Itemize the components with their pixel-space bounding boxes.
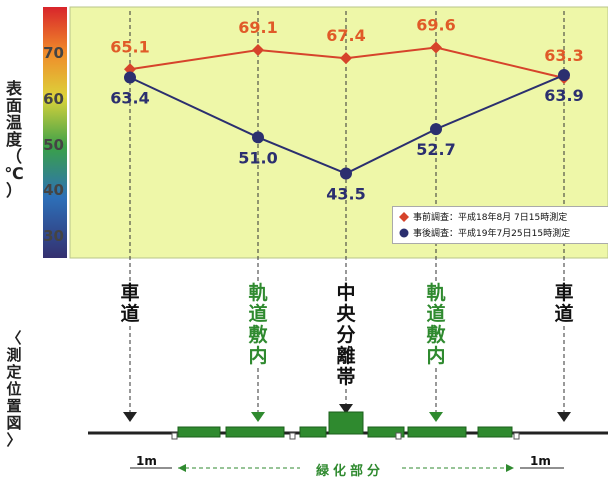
y-tick-label: 60 (43, 90, 64, 108)
green-track-block (367, 426, 405, 438)
edge-block (171, 432, 178, 440)
location-arrow (557, 412, 571, 422)
edge-block (395, 432, 402, 440)
location-label: 車道 (553, 282, 575, 325)
median-block (328, 411, 364, 435)
y-tick-label: 50 (43, 136, 64, 154)
green-track-block (177, 426, 221, 438)
legend-item-before: 事前調査：平成18年8月 7日15時測定 (399, 210, 567, 223)
green-track-block (225, 426, 285, 438)
y-tick-label: 70 (43, 44, 64, 62)
legend-item-after: 事後調査：平成19年7月25日15時測定 (399, 226, 570, 239)
data-point-after (558, 69, 570, 82)
data-label: 51.0 (238, 148, 277, 167)
data-label: 69.1 (238, 18, 277, 37)
diagram-title: 〈測定位置図〉 (2, 330, 26, 449)
green-span-arrow-left (178, 464, 186, 472)
location-arrow (339, 404, 353, 414)
color-scale-bar (43, 7, 67, 258)
green-track-block (477, 426, 513, 438)
location-label: 軌道敷内 (247, 282, 269, 367)
data-point-before (124, 63, 136, 76)
data-point-before (340, 52, 352, 65)
y-tick-label: 30 (43, 227, 64, 245)
diagram-title-text: 〈測定位置図〉 (6, 329, 22, 449)
data-point-after (430, 123, 442, 136)
circle-icon (399, 228, 409, 237)
diamond-icon (399, 211, 409, 222)
dim-right-label: 1m (530, 454, 551, 468)
green-span-arrow-right (506, 464, 514, 472)
legend: 事前調査：平成18年8月 7日15時測定 事後調査：平成19年7月25日15時測… (392, 206, 608, 244)
dim-left-label: 1m (136, 454, 157, 468)
data-label: 63.3 (544, 46, 583, 65)
location-arrow (429, 412, 443, 422)
data-point-after (252, 131, 264, 144)
location-arrow (123, 412, 137, 422)
data-label: 43.5 (326, 185, 365, 204)
location-arrow (251, 412, 265, 422)
y-tick-label: 40 (43, 181, 64, 199)
location-label: 車道 (119, 282, 141, 325)
legend-label: 事前調査：平成18年8月 7日15時測定 (413, 213, 568, 223)
location-label: 軌道敷内 (425, 282, 447, 367)
data-point-after (340, 167, 352, 180)
y-axis-title-text: 表面温度（℃） (4, 79, 24, 200)
data-label: 69.6 (416, 16, 455, 35)
green-track-block (299, 426, 327, 438)
data-label: 65.1 (110, 37, 149, 56)
legend-label: 事後調査：平成19年7月25日15時測定 (413, 229, 571, 239)
green-area-label: 緑化部分 (300, 460, 400, 479)
green-track-block (407, 426, 467, 438)
data-point-before (430, 41, 442, 54)
y-axis-title: 表面温度（℃） (2, 80, 26, 199)
location-label: 中央分離帯 (335, 282, 357, 388)
data-label: 63.9 (544, 86, 583, 105)
data-label: 52.7 (416, 140, 455, 159)
data-label: 67.4 (326, 26, 365, 45)
edge-block (289, 432, 296, 440)
data-label: 63.4 (110, 88, 149, 107)
data-point-after (124, 71, 136, 84)
edge-block (513, 432, 520, 440)
data-point-before (252, 43, 264, 56)
